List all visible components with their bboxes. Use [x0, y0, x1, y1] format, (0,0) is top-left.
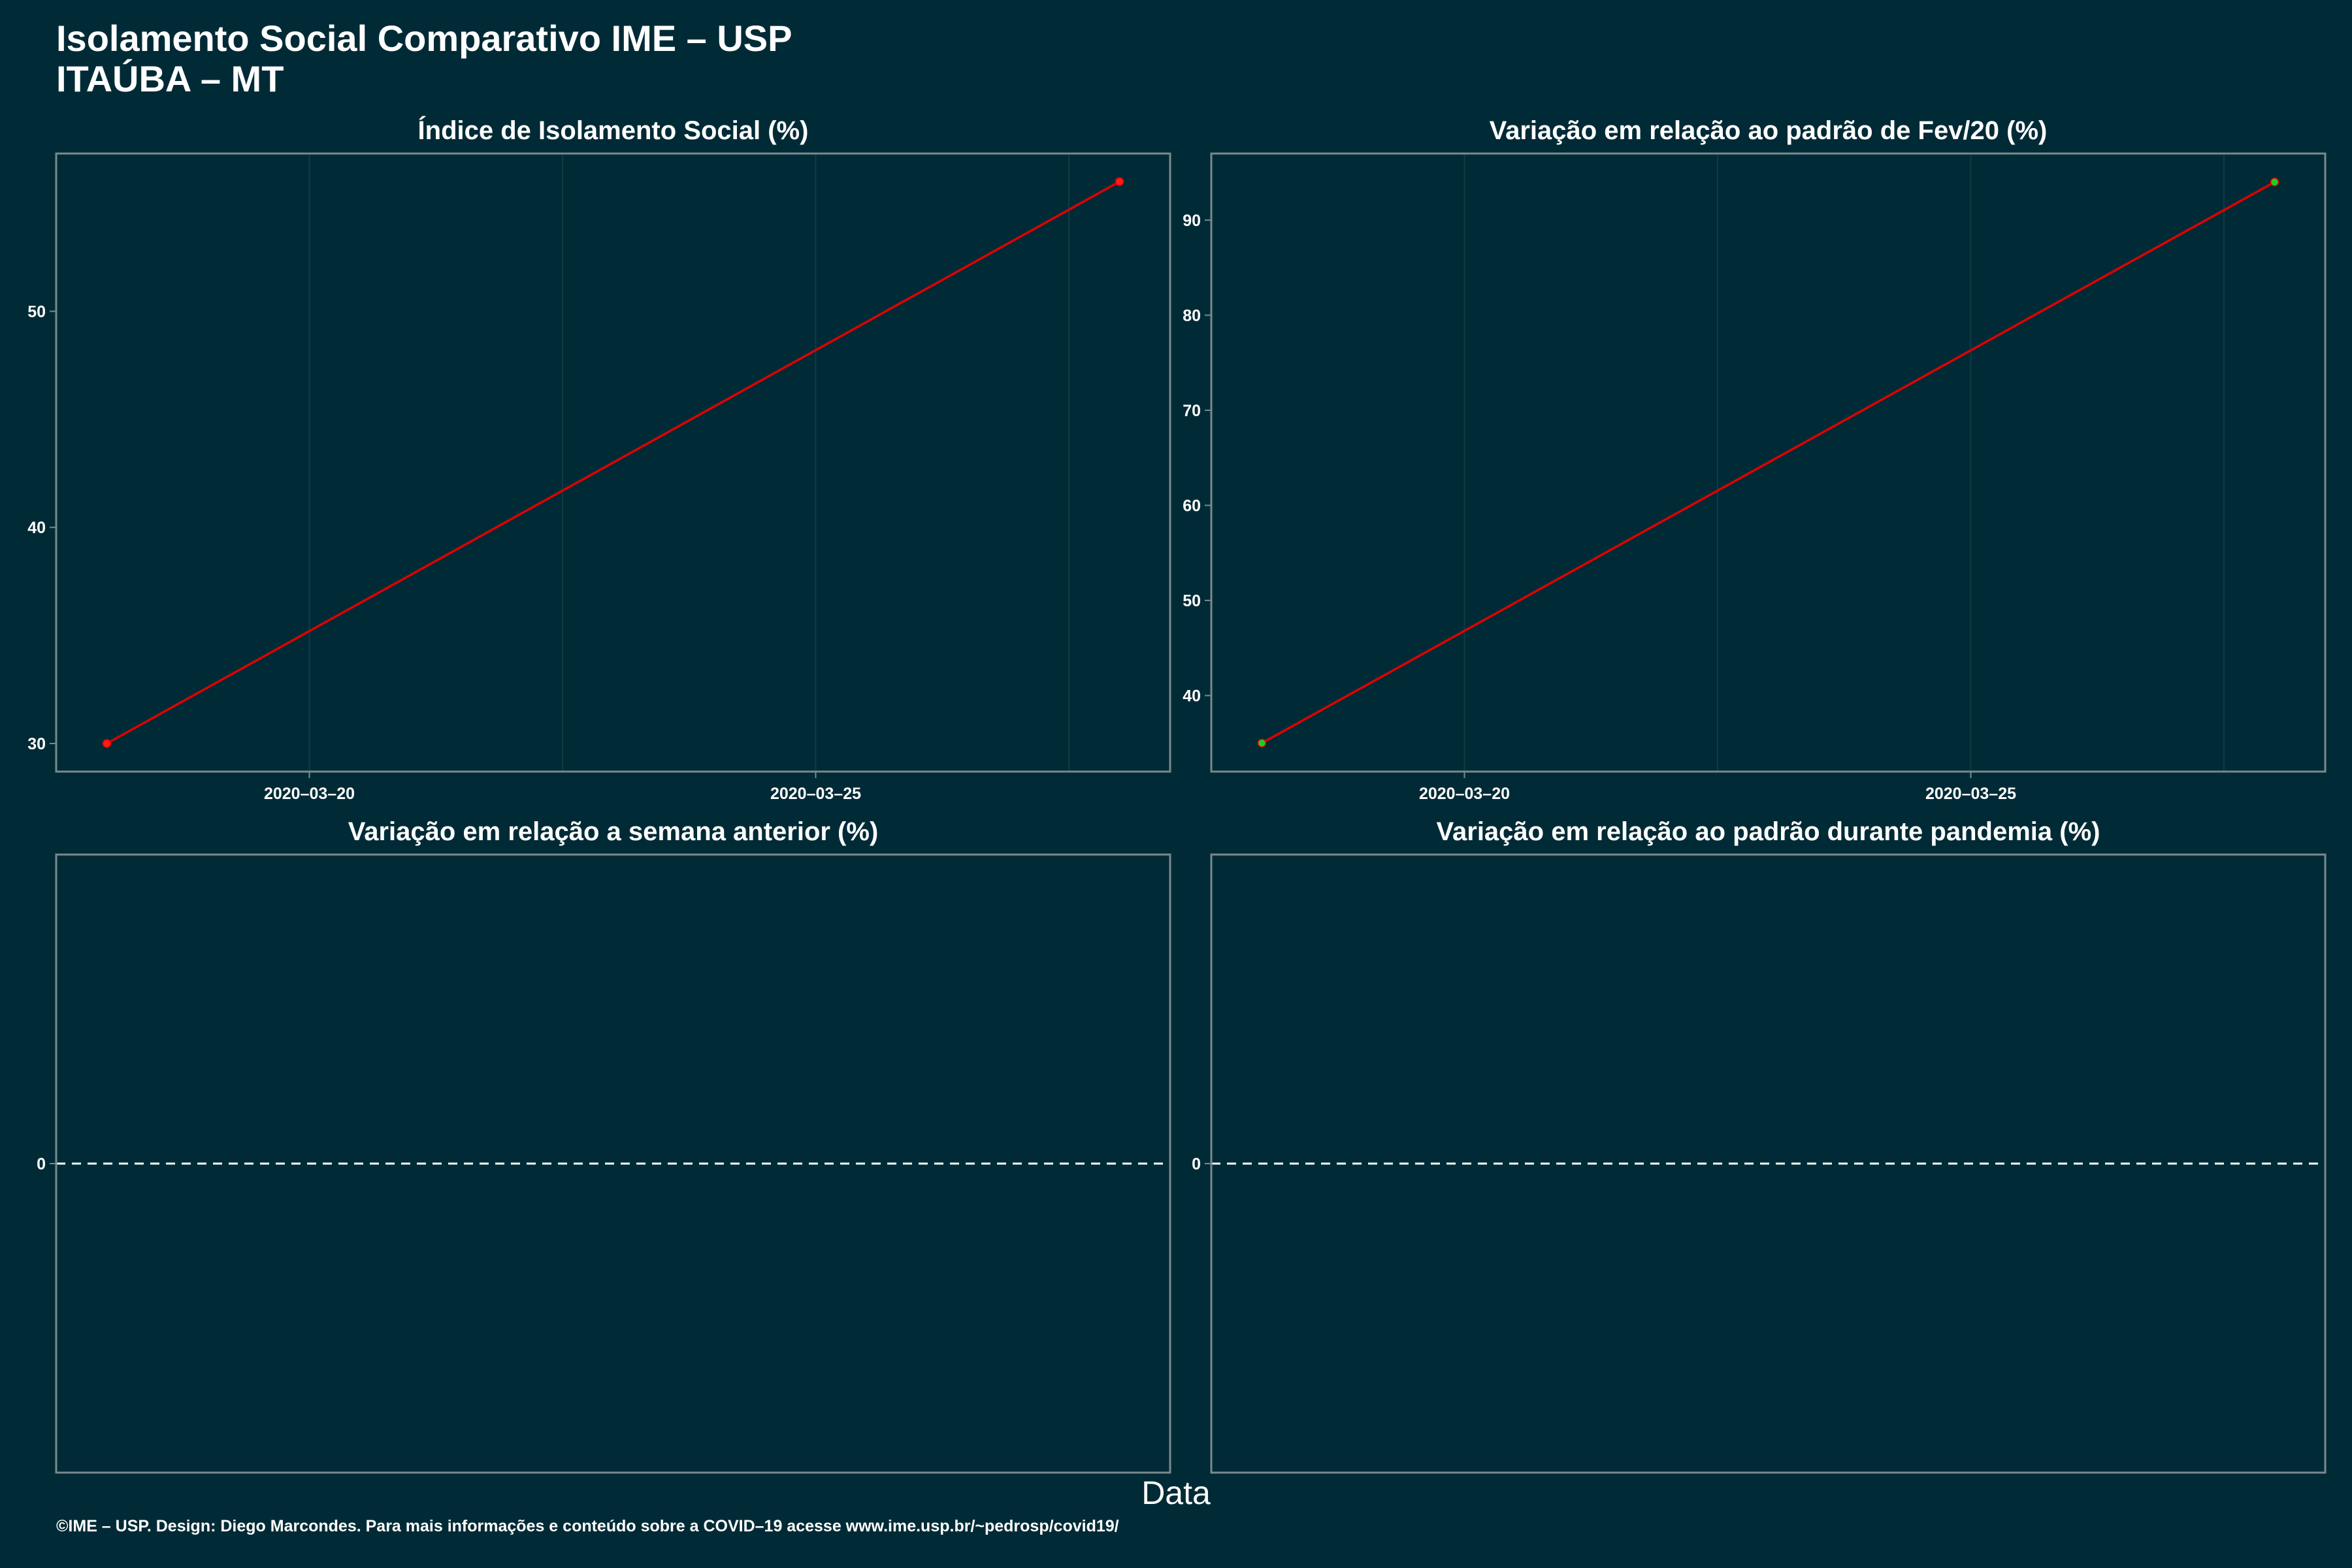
- y-tick-label: 30: [27, 735, 46, 753]
- x-tick-label: 2020–03–20: [1419, 785, 1510, 803]
- panel-border: [1210, 152, 2327, 773]
- y-tick-label: 0: [1192, 1155, 1201, 1173]
- data-point: [102, 739, 112, 748]
- x-axis-title: Data: [1141, 1475, 1211, 1511]
- chart-title: Índice de Isolamento Social (%): [418, 116, 809, 145]
- main-title-line2: ITAÚBA – MT: [56, 58, 284, 99]
- x-tick-label: 2020–03–20: [264, 785, 355, 803]
- footer-credit: ©IME – USP. Design: Diego Marcondes. Par…: [56, 1517, 1119, 1535]
- chart-panel-2: Variação em relação ao padrão de Fev/20 …: [1183, 116, 2327, 803]
- y-tick-label: 0: [37, 1155, 46, 1173]
- x-tick-label: 2020–03–25: [1925, 785, 2016, 803]
- data-point: [2270, 177, 2279, 187]
- y-tick-label: 60: [1183, 497, 1201, 515]
- data-point: [1257, 738, 1267, 748]
- y-tick-label: 90: [1183, 212, 1201, 230]
- y-tick-label: 70: [1183, 402, 1201, 420]
- y-tick-label: 50: [1183, 592, 1201, 610]
- chart-panel-4: Variação em relação ao padrão durante pa…: [1192, 817, 2327, 1474]
- chart-panel-1: Índice de Isolamento Social (%) 30 40 50 202…: [27, 116, 1171, 803]
- main-title-line1: Isolamento Social Comparativo IME – USP: [56, 18, 792, 59]
- x-tick-label: 2020–03–25: [770, 785, 861, 803]
- panel-border: [55, 152, 1171, 773]
- chart-title: Variação em relação a semana anterior (%…: [348, 817, 879, 846]
- y-tick-label: 40: [1183, 687, 1201, 706]
- chart-title: Variação em relação ao padrão durante pa…: [1437, 817, 2100, 846]
- y-tick-label: 40: [27, 519, 46, 537]
- chart-title: Variação em relação ao padrão de Fev/20 …: [1490, 116, 2048, 145]
- main-title: Isolamento Social Comparativo IME – USP …: [56, 18, 792, 99]
- panel-border: [55, 853, 1171, 1474]
- series-line: [106, 180, 1120, 745]
- series-line: [1261, 181, 2276, 744]
- chart-panel-3: Variação em relação a semana anterior (%…: [37, 817, 1171, 1474]
- data-point: [1115, 177, 1124, 186]
- y-tick-label: 50: [27, 302, 46, 321]
- panel-border: [1210, 853, 2327, 1474]
- y-tick-label: 80: [1183, 306, 1201, 325]
